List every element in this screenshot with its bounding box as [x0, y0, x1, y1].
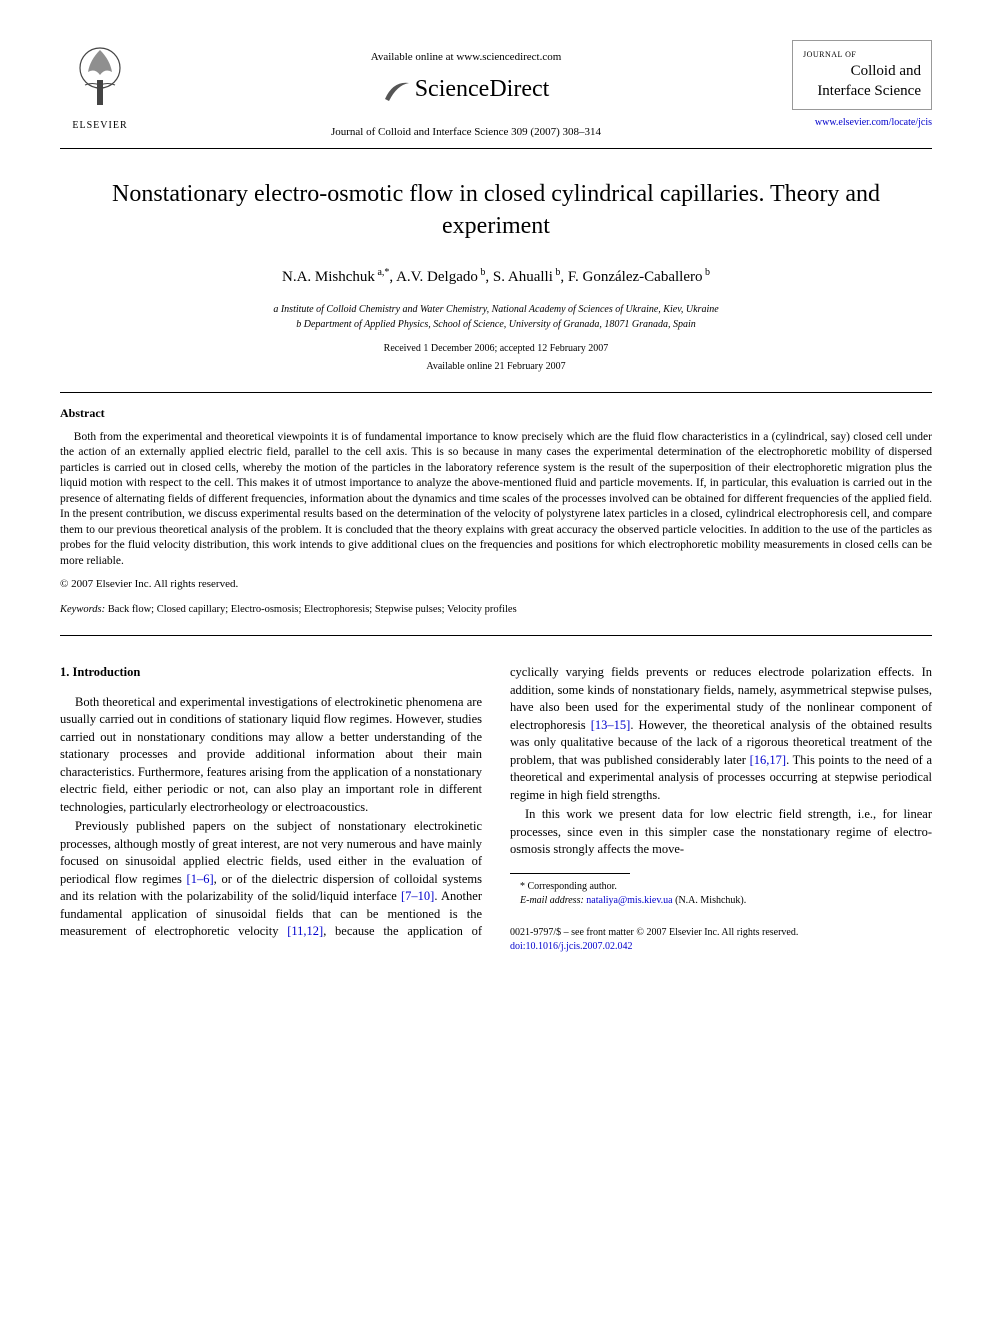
affiliation-a: a Institute of Colloid Chemistry and Wat…	[60, 302, 932, 317]
email-footnote: E-mail address: nataliya@mis.kiev.ua (N.…	[510, 894, 932, 908]
author-3-affil: b	[553, 267, 561, 278]
elsevier-logo: ELSEVIER	[60, 40, 140, 133]
intro-para-3: In this work we present data for low ele…	[510, 806, 932, 859]
body-columns: 1. Introduction Both theoretical and exp…	[60, 664, 932, 954]
received-accepted-date: Received 1 December 2006; accepted 12 Fe…	[60, 342, 932, 356]
article-title: Nonstationary electro-osmotic flow in cl…	[110, 179, 882, 241]
footnote-block: * Corresponding author. E-mail address: …	[510, 873, 932, 908]
author-1: N.A. Mishchuk	[282, 269, 375, 285]
email-author-paren: (N.A. Mishchuk).	[673, 895, 747, 906]
author-2: A.V. Delgado	[396, 269, 478, 285]
sciencedirect-logo: ScienceDirect	[140, 73, 792, 107]
abstract-text: Both from the experimental and theoretic…	[60, 430, 932, 570]
sciencedirect-swoosh-icon	[383, 79, 411, 103]
abstract-heading: Abstract	[60, 405, 932, 422]
ref-link-7-10[interactable]: [7–10]	[401, 889, 434, 903]
footnote-separator	[510, 873, 630, 874]
author-3: S. Ahualli	[493, 269, 553, 285]
elsevier-label: ELSEVIER	[60, 119, 140, 133]
affiliations: a Institute of Colloid Chemistry and Wat…	[60, 302, 932, 332]
journal-reference: Journal of Colloid and Interface Science…	[140, 125, 792, 140]
email-label: E-mail address:	[520, 895, 584, 906]
available-online-date: Available online 21 February 2007	[60, 360, 932, 374]
corresponding-author-note: * Corresponding author.	[510, 880, 932, 894]
doi-link[interactable]: doi:10.1016/j.jcis.2007.02.042	[510, 941, 633, 952]
ref-link-13-15[interactable]: [13–15]	[591, 718, 631, 732]
journal-box-title: Colloid and Interface Science	[803, 62, 921, 101]
keywords-line: Keywords: Back flow; Closed capillary; E…	[60, 603, 932, 618]
header-divider	[60, 148, 932, 149]
journal-homepage-link[interactable]: www.elsevier.com/locate/jcis	[792, 116, 932, 130]
keywords-label: Keywords:	[60, 604, 105, 615]
journal-cover-box: JOURNAL OF Colloid and Interface Science	[792, 40, 932, 110]
author-4-affil: b	[702, 267, 710, 278]
center-header: Available online at www.sciencedirect.co…	[140, 40, 792, 140]
sciencedirect-text: ScienceDirect	[415, 76, 550, 102]
footer-block: 0021-9797/$ – see front matter © 2007 El…	[510, 926, 932, 954]
section-1-heading: 1. Introduction	[60, 664, 482, 682]
elsevier-tree-icon	[70, 40, 130, 110]
authors-line: N.A. Mishchuk a,*, A.V. Delgado b, S. Ah…	[60, 266, 932, 288]
author-email-link[interactable]: nataliya@mis.kiev.ua	[586, 895, 672, 906]
abstract-section: Abstract Both from the experimental and …	[60, 405, 932, 618]
author-4: F. González-Caballero	[568, 269, 703, 285]
author-1-affil: a,*	[375, 267, 389, 278]
ref-link-11-12[interactable]: [11,12]	[287, 924, 323, 938]
ref-link-16-17[interactable]: [16,17]	[750, 753, 786, 767]
abstract-copyright: © 2007 Elsevier Inc. All rights reserved…	[60, 577, 932, 592]
intro-para-1: Both theoretical and experimental invest…	[60, 694, 482, 817]
journal-box-header: JOURNAL OF	[803, 49, 921, 60]
ref-link-1-6[interactable]: [1–6]	[187, 872, 214, 886]
page-header: ELSEVIER Available online at www.science…	[60, 40, 932, 140]
abstract-bottom-rule	[60, 635, 932, 636]
abstract-top-rule	[60, 392, 932, 393]
issn-copyright-line: 0021-9797/$ – see front matter © 2007 El…	[510, 926, 932, 940]
affiliation-b: b Department of Applied Physics, School …	[60, 317, 932, 332]
journal-box-wrapper: JOURNAL OF Colloid and Interface Science…	[792, 40, 932, 130]
keywords-values: Back flow; Closed capillary; Electro-osm…	[105, 604, 517, 615]
author-2-affil: b	[478, 267, 486, 278]
available-online-text: Available online at www.sciencedirect.co…	[140, 50, 792, 65]
